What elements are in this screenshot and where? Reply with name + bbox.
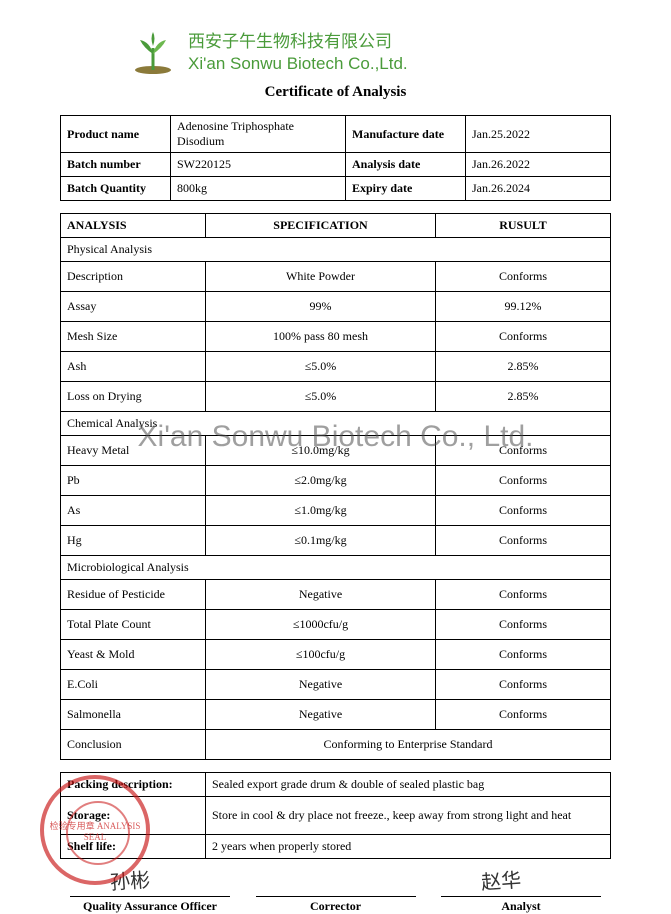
signature-line — [256, 871, 416, 897]
table-row: Hg≤0.1mg/kgConforms — [61, 526, 611, 556]
company-header: 西安子午生物科技有限公司 Xi'an Sonwu Biotech Co.,Ltd… — [60, 30, 611, 76]
table-row: Shelf life:2 years when properly stored — [61, 835, 611, 859]
packing-table: Packing description:Sealed export grade … — [60, 772, 611, 859]
batch-quantity-value: 800kg — [171, 177, 346, 201]
table-header-row: ANALYSIS SPECIFICATION RUSULT — [61, 214, 611, 238]
product-name-label: Product name — [61, 116, 171, 153]
section-row: Chemical Analysis — [61, 412, 611, 436]
signature-area: 孙彬 Quality Assurance Officer Corrector 赵… — [60, 871, 611, 914]
batch-number-label: Batch number — [61, 153, 171, 177]
conclusion-row: ConclusionConforming to Enterprise Stand… — [61, 730, 611, 760]
shelf-life-value: 2 years when properly stored — [206, 835, 611, 859]
shelf-life-label: Shelf life: — [61, 835, 206, 859]
table-row: Heavy Metal≤10.0mg/kgConforms — [61, 436, 611, 466]
section-micro: Microbiological Analysis — [61, 556, 611, 580]
analysis-date-value: Jan.26.2022 — [466, 153, 611, 177]
table-row: Batch Quantity 800kg Expiry date Jan.26.… — [61, 177, 611, 201]
company-logo — [130, 30, 176, 76]
table-row: DescriptionWhite PowderConforms — [61, 262, 611, 292]
company-name-block: 西安子午生物科技有限公司 Xi'an Sonwu Biotech Co.,Ltd… — [188, 31, 408, 75]
section-row: Microbiological Analysis — [61, 556, 611, 580]
table-row: Batch number SW220125 Analysis date Jan.… — [61, 153, 611, 177]
batch-number-value: SW220125 — [171, 153, 346, 177]
section-physical: Physical Analysis — [61, 238, 611, 262]
header-analysis: ANALYSIS — [61, 214, 206, 238]
table-row: Pb≤2.0mg/kgConforms — [61, 466, 611, 496]
table-row: SalmonellaNegativeConforms — [61, 700, 611, 730]
table-row: As≤1.0mg/kgConforms — [61, 496, 611, 526]
storage-label: Storage: — [61, 797, 206, 835]
manufacture-date-label: Manufacture date — [346, 116, 466, 153]
signature-line: 孙彬 — [70, 871, 230, 897]
document-title: Certificate of Analysis — [60, 84, 611, 101]
analysis-table: ANALYSIS SPECIFICATION RUSULT Physical A… — [60, 213, 611, 760]
table-row: E.ColiNegativeConforms — [61, 670, 611, 700]
info-table: Product name Adenosine Triphosphate Diso… — [60, 115, 611, 201]
table-row: Yeast & Mold≤100cfu/gConforms — [61, 640, 611, 670]
table-row: Ash≤5.0%2.85% — [61, 352, 611, 382]
signature-corrector: Corrector — [256, 871, 416, 914]
conclusion-label: Conclusion — [61, 730, 206, 760]
expiry-date-label: Expiry date — [346, 177, 466, 201]
batch-quantity-label: Batch Quantity — [61, 177, 171, 201]
table-row: Storage:Store in cool & dry place not fr… — [61, 797, 611, 835]
header-specification: SPECIFICATION — [206, 214, 436, 238]
signature-analyst: 赵华 Analyst — [441, 871, 601, 914]
table-row: Loss on Drying≤5.0%2.85% — [61, 382, 611, 412]
signature-scribble-icon: 孙彬 — [109, 864, 151, 896]
analyst-label: Analyst — [441, 899, 601, 914]
section-row: Physical Analysis — [61, 238, 611, 262]
company-name-en: Xi'an Sonwu Biotech Co.,Ltd. — [188, 53, 408, 75]
table-row: Mesh Size100% pass 80 meshConforms — [61, 322, 611, 352]
product-name-value: Adenosine Triphosphate Disodium — [171, 116, 346, 153]
signature-line: 赵华 — [441, 871, 601, 897]
packing-label: Packing description: — [61, 773, 206, 797]
table-row: Product name Adenosine Triphosphate Diso… — [61, 116, 611, 153]
manufacture-date-value: Jan.25.2022 — [466, 116, 611, 153]
signature-qa: 孙彬 Quality Assurance Officer — [70, 871, 230, 914]
corrector-label: Corrector — [256, 899, 416, 914]
packing-value: Sealed export grade drum & double of sea… — [206, 773, 611, 797]
qa-label: Quality Assurance Officer — [70, 899, 230, 914]
section-chemical: Chemical Analysis — [61, 412, 611, 436]
header-result: RUSULT — [436, 214, 611, 238]
conclusion-value: Conforming to Enterprise Standard — [206, 730, 611, 760]
table-row: Residue of PesticideNegativeConforms — [61, 580, 611, 610]
expiry-date-value: Jan.26.2024 — [466, 177, 611, 201]
storage-value: Store in cool & dry place not freeze., k… — [206, 797, 611, 835]
company-name-cn: 西安子午生物科技有限公司 — [188, 31, 408, 53]
table-row: Total Plate Count≤1000cfu/gConforms — [61, 610, 611, 640]
signature-scribble-icon: 赵华 — [480, 864, 522, 896]
analysis-date-label: Analysis date — [346, 153, 466, 177]
table-row: Packing description:Sealed export grade … — [61, 773, 611, 797]
table-row: Assay99%99.12% — [61, 292, 611, 322]
